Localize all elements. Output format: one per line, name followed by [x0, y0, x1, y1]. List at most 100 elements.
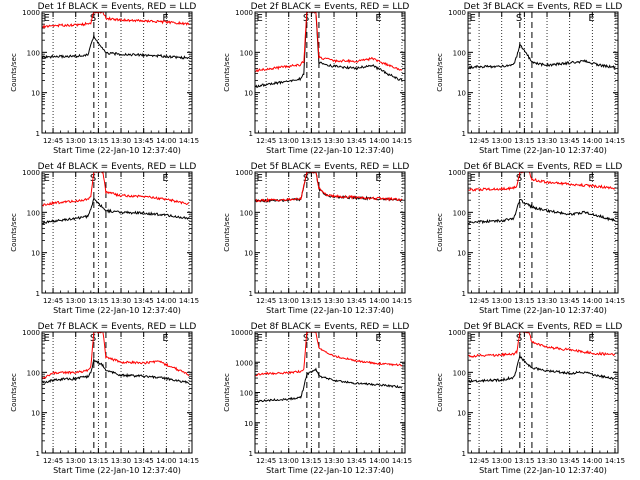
- x-tick-label: 13:30: [324, 137, 344, 145]
- x-tick-label: 14:00: [582, 137, 602, 145]
- y-tick-label: 10: [457, 90, 466, 98]
- panel-title: Det 1f BLACK = Events, RED = LLD: [38, 2, 197, 12]
- y-tick-label: 10: [244, 90, 253, 98]
- marker-label-e-left: E: [470, 13, 476, 24]
- y-tick-label: 100: [453, 49, 466, 57]
- x-tick-label: 14:15: [392, 297, 412, 305]
- x-tick-label: 12:45: [256, 297, 276, 305]
- x-tick-label: 14:00: [156, 457, 176, 465]
- y-tick-label: 1000: [22, 169, 40, 177]
- y-tick-label: 100: [27, 49, 40, 57]
- x-tick-label: 14:15: [392, 137, 412, 145]
- marker-label-e-left: E: [470, 173, 476, 184]
- x-tick-label: 12:45: [469, 457, 489, 465]
- x-tick-label: 13:45: [134, 297, 154, 305]
- x-tick-label: 13:15: [88, 137, 108, 145]
- marker-label-e-right: E: [162, 333, 168, 344]
- plot-frame: [41, 11, 193, 134]
- series-line-lld: [468, 331, 616, 358]
- marker-label-e-left: E: [470, 333, 476, 344]
- panel-title: Det 9f BLACK = Events, RED = LLD: [464, 322, 623, 332]
- x-tick-label: 13:45: [134, 457, 154, 465]
- x-tick-label: 13:00: [66, 297, 86, 305]
- x-tick-label: 12:45: [43, 137, 63, 145]
- x-tick-label: 13:45: [560, 297, 580, 305]
- x-tick-label: 14:15: [605, 457, 625, 465]
- x-tick-label: 13:00: [279, 457, 299, 465]
- marker-label-e-right: E: [588, 13, 594, 24]
- y-axis-title: Counts/sec: [10, 213, 18, 252]
- marker-label-e-left: E: [257, 13, 263, 24]
- x-axis-title: Start Time (22-Jan-10 12:37:40): [479, 306, 607, 315]
- series-line-events: [468, 353, 616, 383]
- y-tick-label: 10: [31, 410, 40, 418]
- marker-label-e-right: E: [588, 333, 594, 344]
- y-tick-label: 100: [27, 209, 40, 217]
- plot-frame: [41, 331, 193, 454]
- y-tick-label: 1000: [235, 9, 253, 17]
- x-tick-label: 13:15: [88, 457, 108, 465]
- detector-panel-6: Det 6f BLACK = Events, RED = LLD Counts/s…: [436, 162, 625, 315]
- x-tick-label: 13:45: [347, 457, 367, 465]
- x-tick-label: 13:00: [279, 137, 299, 145]
- panel-title: Det 5f BLACK = Events, RED = LLD: [251, 162, 410, 172]
- y-axis-title: Counts/sec: [223, 373, 231, 412]
- y-tick-label: 100: [240, 49, 253, 57]
- y-tick-label: 10: [244, 250, 253, 258]
- x-tick-label: 13:00: [492, 457, 512, 465]
- marker-label-s: S: [516, 173, 522, 184]
- x-tick-label: 13:00: [492, 297, 512, 305]
- x-tick-label: 13:45: [560, 457, 580, 465]
- x-tick-label: 13:15: [301, 297, 321, 305]
- x-tick-label: 13:30: [111, 137, 131, 145]
- panel-title: Det 7f BLACK = Events, RED = LLD: [38, 322, 197, 332]
- marker-label-e-right: E: [375, 333, 381, 344]
- marker-label-s: S: [516, 13, 522, 24]
- x-axis-title: Start Time (22-Jan-10 12:37:40): [53, 306, 181, 315]
- y-tick-label: 1000: [22, 9, 40, 17]
- x-tick-label: 12:45: [256, 137, 276, 145]
- x-tick-label: 12:45: [469, 297, 489, 305]
- x-tick-label: 13:30: [111, 297, 131, 305]
- y-axis-title: Counts/sec: [10, 373, 18, 412]
- y-tick-label: 100: [453, 209, 466, 217]
- x-tick-label: 14:00: [369, 297, 389, 305]
- x-axis-title: Start Time (22-Jan-10 12:37:40): [266, 466, 394, 475]
- y-tick-label: 100: [27, 369, 40, 377]
- y-tick-label: 100: [240, 209, 253, 217]
- y-tick-label: 1000: [448, 329, 466, 337]
- y-tick-label: 1: [462, 450, 466, 458]
- y-tick-label: 10: [244, 420, 253, 428]
- y-tick-label: 1: [249, 130, 253, 138]
- y-tick-label: 1000: [235, 169, 253, 177]
- x-tick-label: 13:30: [324, 297, 344, 305]
- plot-frame: [254, 331, 406, 454]
- panel-title: Det 4f BLACK = Events, RED = LLD: [38, 162, 197, 172]
- x-tick-label: 13:45: [347, 297, 367, 305]
- panel-title: Det 3f BLACK = Events, RED = LLD: [464, 2, 623, 12]
- series-line-events: [468, 198, 616, 225]
- y-tick-label: 1000: [448, 9, 466, 17]
- marker-label-e-right: E: [588, 173, 594, 184]
- x-tick-label: 13:45: [347, 137, 367, 145]
- y-tick-label: 1: [462, 290, 466, 298]
- x-axis-title: Start Time (22-Jan-10 12:37:40): [479, 466, 607, 475]
- y-axis-title: Counts/sec: [436, 213, 444, 252]
- series-line-events: [468, 43, 616, 70]
- x-tick-label: 14:15: [179, 297, 199, 305]
- marker-label-s: S: [90, 13, 96, 24]
- y-axis-title: Counts/sec: [223, 213, 231, 252]
- marker-label-e-left: E: [44, 333, 50, 344]
- x-tick-label: 13:15: [301, 457, 321, 465]
- x-tick-label: 14:00: [156, 137, 176, 145]
- y-tick-label: 1000: [22, 329, 40, 337]
- detector-panel-4: Det 4f BLACK = Events, RED = LLD Counts/s…: [10, 162, 199, 315]
- marker-label-e-left: E: [44, 173, 50, 184]
- series-line-events: [42, 357, 190, 384]
- y-axis-title: Counts/sec: [10, 53, 18, 92]
- series-line-lld: [42, 11, 190, 29]
- x-tick-label: 14:00: [156, 297, 176, 305]
- y-tick-label: 100: [453, 369, 466, 377]
- y-axis-title: Counts/sec: [436, 53, 444, 92]
